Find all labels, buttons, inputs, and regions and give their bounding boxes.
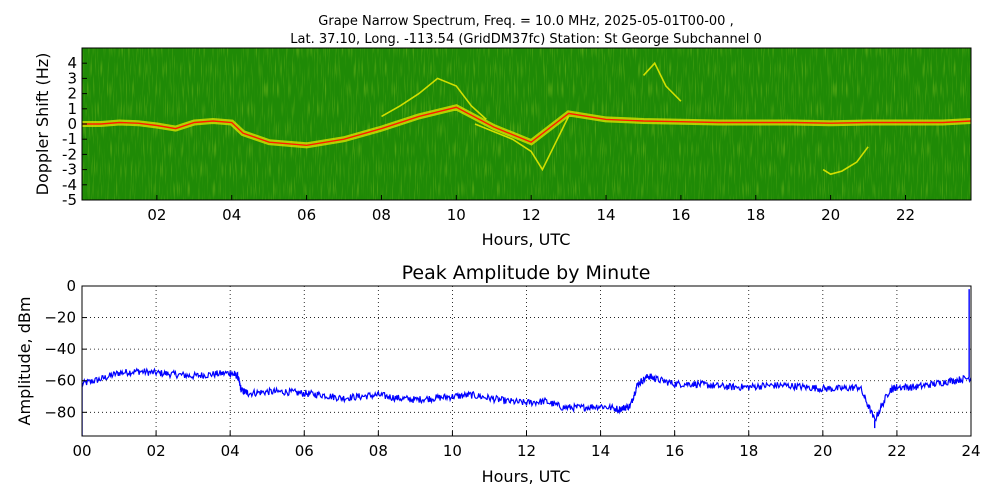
spectrogram-x-tick-label: 10: [447, 206, 466, 224]
spectrogram-y-tick-label: -3: [62, 161, 77, 179]
spectrogram-x-tick-label: 02: [147, 206, 166, 224]
spectrogram-title-line2: Lat. 37.10, Long. -113.54 (GridDM37fc) S…: [290, 32, 761, 47]
spectrogram-y-tick-label: -4: [62, 176, 77, 194]
amplitude-x-tick-label: 14: [591, 442, 610, 460]
amplitude-x-tick-label: 20: [813, 442, 832, 460]
doppler-trace-3: [822, 146, 869, 176]
spectrogram-x-label: Hours, UTC: [482, 230, 571, 249]
spectrogram-y-tick-label: 2: [67, 85, 77, 103]
amplitude-series-line: [82, 367, 971, 422]
spectrogram-x-tick-label: 14: [596, 206, 615, 224]
amplitude-y-label: Amplitude, dBm: [15, 297, 34, 426]
spectrogram-y-tick-label: 4: [67, 54, 77, 72]
spectrogram-y-tick-label: 3: [67, 69, 77, 87]
amplitude-x-tick-label: 22: [887, 442, 906, 460]
spectrogram-traces: [82, 61, 971, 176]
amplitude-x-tick-label: 08: [369, 442, 388, 460]
amplitude-x-tick-label: 24: [961, 442, 980, 460]
amplitude-spikes: [82, 289, 970, 436]
amplitude-x-tick-label: 12: [517, 442, 536, 460]
spectrogram-x-tick-label: 20: [821, 206, 840, 224]
spectrogram-x-tick-label: 12: [522, 206, 541, 224]
amplitude-panel: Peak Amplitude by Minute 00 02 04 06 08 10 12 1…: [15, 262, 981, 486]
amplitude-x-label: Hours, UTC: [482, 467, 571, 486]
amplitude-x-ticks: 00 02 04 06 08 10 12 14 16 18 20 22 24: [72, 431, 981, 460]
amplitude-x-tick-label: 04: [221, 442, 240, 460]
spectrogram-panel: Grape Narrow Spectrum, Freq. = 10.0 MHz,…: [33, 14, 972, 249]
amplitude-title: Peak Amplitude by Minute: [402, 262, 651, 284]
doppler-trace-2: [642, 61, 682, 102]
carrier-trace: [82, 106, 971, 147]
amplitude-y-tick-label: −40: [44, 340, 76, 358]
amplitude-x-tick-label: 16: [665, 442, 684, 460]
spectrogram-x-tick-label: 08: [372, 206, 391, 224]
spectrogram-x-tick-label: 18: [746, 206, 765, 224]
amplitude-x-tick-label: 10: [443, 442, 462, 460]
amplitude-y-ticks: 0 −20 −40 −60 −80: [44, 277, 87, 421]
amplitude-y-tick-label: −60: [44, 372, 76, 390]
spectrogram-title-line1: Grape Narrow Spectrum, Freq. = 10.0 MHz,…: [318, 14, 733, 29]
spectrogram-y-tick-label: 0: [67, 115, 77, 133]
amplitude-x-tick-label: 06: [295, 442, 314, 460]
spectrogram-y-label: Doppler Shift (Hz): [33, 53, 52, 196]
doppler-trace-0: [381, 77, 487, 120]
amplitude-y-tick-label: 0: [66, 277, 76, 295]
spectrogram-x-tick-label: 06: [297, 206, 316, 224]
amplitude-x-tick-label: 18: [739, 442, 758, 460]
doppler-trace-1: [474, 116, 570, 172]
amplitude-plot-area: [82, 286, 971, 436]
spectrogram-x-tick-label: 16: [671, 206, 690, 224]
amplitude-y-tick-label: −80: [44, 403, 76, 421]
amplitude-x-tick-label: 00: [72, 442, 91, 460]
spectrogram-y-tick-label: -2: [62, 145, 77, 163]
spectrogram-x-ticks: 02 04 06 08 10 12 14 16 18 20 22: [147, 195, 915, 224]
spectrogram-y-tick-label: -5: [62, 191, 77, 209]
amplitude-x-tick-label: 02: [147, 442, 166, 460]
spectrogram-y-tick-label: -1: [62, 130, 77, 148]
spectrogram-y-tick-label: 1: [67, 100, 77, 118]
spectrogram-x-tick-label: 22: [896, 206, 915, 224]
spectrogram-x-tick-label: 04: [222, 206, 241, 224]
amplitude-y-tick-label: −20: [44, 309, 76, 327]
